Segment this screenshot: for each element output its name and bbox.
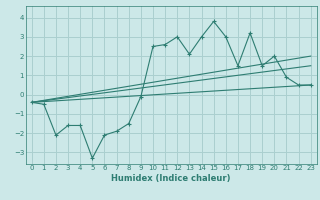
X-axis label: Humidex (Indice chaleur): Humidex (Indice chaleur) [111,174,231,183]
